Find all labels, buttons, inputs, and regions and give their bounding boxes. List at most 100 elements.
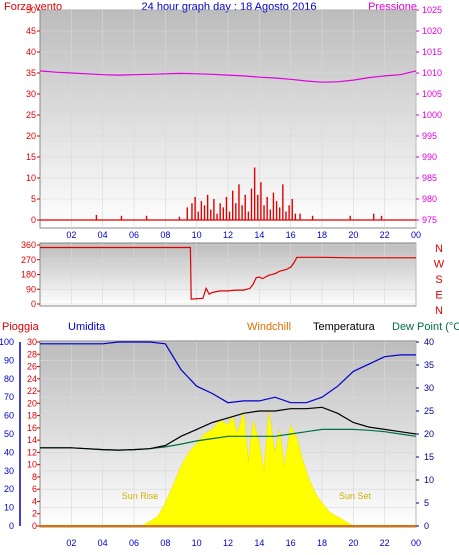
hour-tick: 08 bbox=[160, 538, 170, 548]
rain-tick: 6 bbox=[32, 484, 37, 494]
hour-tick: 02 bbox=[66, 538, 76, 548]
direction-tick: 270 bbox=[21, 255, 36, 265]
temperature-line bbox=[40, 406, 417, 451]
humidity-tick: 20 bbox=[4, 484, 14, 494]
hour-tick: 20 bbox=[348, 230, 358, 240]
rain-tick: 18 bbox=[27, 411, 37, 421]
humidity-tick: 70 bbox=[4, 392, 14, 402]
rain-tick: 26 bbox=[27, 362, 37, 372]
direction-tick: 180 bbox=[21, 270, 36, 280]
hour-tick: 14 bbox=[254, 538, 264, 548]
windchill-legend: Windchill bbox=[247, 321, 291, 333]
hour-tick: 18 bbox=[317, 230, 327, 240]
rain-tick: 4 bbox=[32, 496, 37, 506]
pressure-tick: 1005 bbox=[422, 89, 442, 99]
temperature-tick: 0 bbox=[424, 521, 429, 531]
wind-speed-tick: 5 bbox=[31, 194, 36, 204]
pressure-tick: 1025 bbox=[422, 5, 442, 15]
wind-speed-tick: 15 bbox=[26, 152, 36, 162]
wind-direction-line bbox=[40, 246, 416, 300]
direction-tick: 0 bbox=[31, 299, 36, 309]
temperature-tick: 25 bbox=[424, 406, 434, 416]
hour-tick: 16 bbox=[286, 538, 296, 548]
humidity-tick: 0 bbox=[9, 521, 14, 531]
pressure-tick: 975 bbox=[422, 215, 437, 225]
rain-tick: 22 bbox=[27, 386, 37, 396]
direction-tick: 360 bbox=[21, 240, 36, 250]
pressure-axis-title: Pressione bbox=[368, 1, 417, 13]
wind-speed-tick: 0 bbox=[31, 215, 36, 225]
rain-tick: 30 bbox=[27, 337, 37, 347]
compass-letter: N bbox=[435, 305, 443, 317]
rain-tick: 28 bbox=[27, 349, 37, 359]
wind-speed-tick: 25 bbox=[26, 110, 36, 120]
rain-tick: 2 bbox=[32, 509, 37, 519]
pressure-tick: 990 bbox=[422, 152, 437, 162]
pressure-tick: 995 bbox=[422, 131, 437, 141]
humidity-line bbox=[40, 341, 416, 404]
pressure-tick: 1015 bbox=[422, 47, 442, 57]
temperature-tick: 40 bbox=[424, 337, 434, 347]
hour-tick: 02 bbox=[66, 230, 76, 240]
compass-letter: N bbox=[435, 243, 443, 255]
humidity-tick: 50 bbox=[4, 429, 14, 439]
temperature-tick: 10 bbox=[424, 475, 434, 485]
hour-tick: 22 bbox=[380, 230, 390, 240]
hour-tick: 16 bbox=[286, 230, 296, 240]
rain-tick: 14 bbox=[27, 435, 37, 445]
wind-speed-tick: 40 bbox=[26, 47, 36, 57]
temperature-tick: 15 bbox=[424, 452, 434, 462]
rain-tick: 8 bbox=[32, 472, 37, 482]
temperature-legend: Temperatura bbox=[313, 321, 376, 333]
wind-speed-tick: 20 bbox=[26, 131, 36, 141]
hour-tick: 12 bbox=[223, 230, 233, 240]
hour-tick: 04 bbox=[98, 230, 108, 240]
hour-tick: 18 bbox=[317, 538, 327, 548]
rain-tick: 10 bbox=[27, 460, 37, 470]
pressure-tick: 980 bbox=[422, 194, 437, 204]
humidity-tick: 80 bbox=[4, 374, 14, 384]
pressure-tick: 1000 bbox=[422, 110, 442, 120]
humidity-tick: 40 bbox=[4, 447, 14, 457]
pressure-tick: 1020 bbox=[422, 26, 442, 36]
hour-tick: 00 bbox=[411, 230, 421, 240]
hour-tick: 12 bbox=[223, 538, 233, 548]
temperature-tick: 35 bbox=[424, 360, 434, 370]
rain-tick: 16 bbox=[27, 423, 37, 433]
hour-tick: 06 bbox=[129, 538, 139, 548]
temperature-tick: 30 bbox=[424, 383, 434, 393]
sun-rise-label: Sun Rise bbox=[122, 491, 159, 501]
temperature-tick: 5 bbox=[424, 498, 429, 508]
compass-letter: S bbox=[435, 274, 442, 286]
direction-tick: 90 bbox=[26, 284, 36, 294]
rain-tick: 0 bbox=[32, 521, 37, 531]
pressure-tick: 985 bbox=[422, 173, 437, 183]
compass-letter: W bbox=[434, 259, 445, 271]
hour-tick: 10 bbox=[192, 230, 202, 240]
rain-tick: 12 bbox=[27, 447, 37, 457]
rain-tick: 20 bbox=[27, 398, 37, 408]
hour-tick: 14 bbox=[254, 230, 264, 240]
humidity-tick: 30 bbox=[4, 466, 14, 476]
chart-title: 24 hour graph day : 18 Agosto 2016 bbox=[142, 1, 317, 13]
solar-radiation-area bbox=[140, 410, 355, 527]
pressure-line bbox=[39, 70, 417, 83]
dewpoint-legend: Dew Point (°C bbox=[392, 321, 459, 333]
hour-tick: 06 bbox=[129, 230, 139, 240]
wind-speed-tick: 35 bbox=[26, 68, 36, 78]
sun-set-label: Sun Set bbox=[339, 491, 372, 501]
wind-speed-tick: 45 bbox=[26, 26, 36, 36]
humidity-axis-title: Umidita bbox=[68, 321, 106, 333]
hour-tick: 10 bbox=[192, 538, 202, 548]
wind-speed-tick: 10 bbox=[26, 173, 36, 183]
temperature-tick: 20 bbox=[424, 429, 434, 439]
compass-letter: E bbox=[435, 290, 442, 302]
rain-tick: 24 bbox=[27, 374, 37, 384]
rain-axis-title: Pioggia bbox=[2, 321, 40, 333]
hour-tick: 04 bbox=[98, 538, 108, 548]
wind-speed-tick: 50 bbox=[26, 5, 36, 15]
humidity-tick: 100 bbox=[0, 337, 14, 347]
humidity-tick: 90 bbox=[4, 355, 14, 365]
